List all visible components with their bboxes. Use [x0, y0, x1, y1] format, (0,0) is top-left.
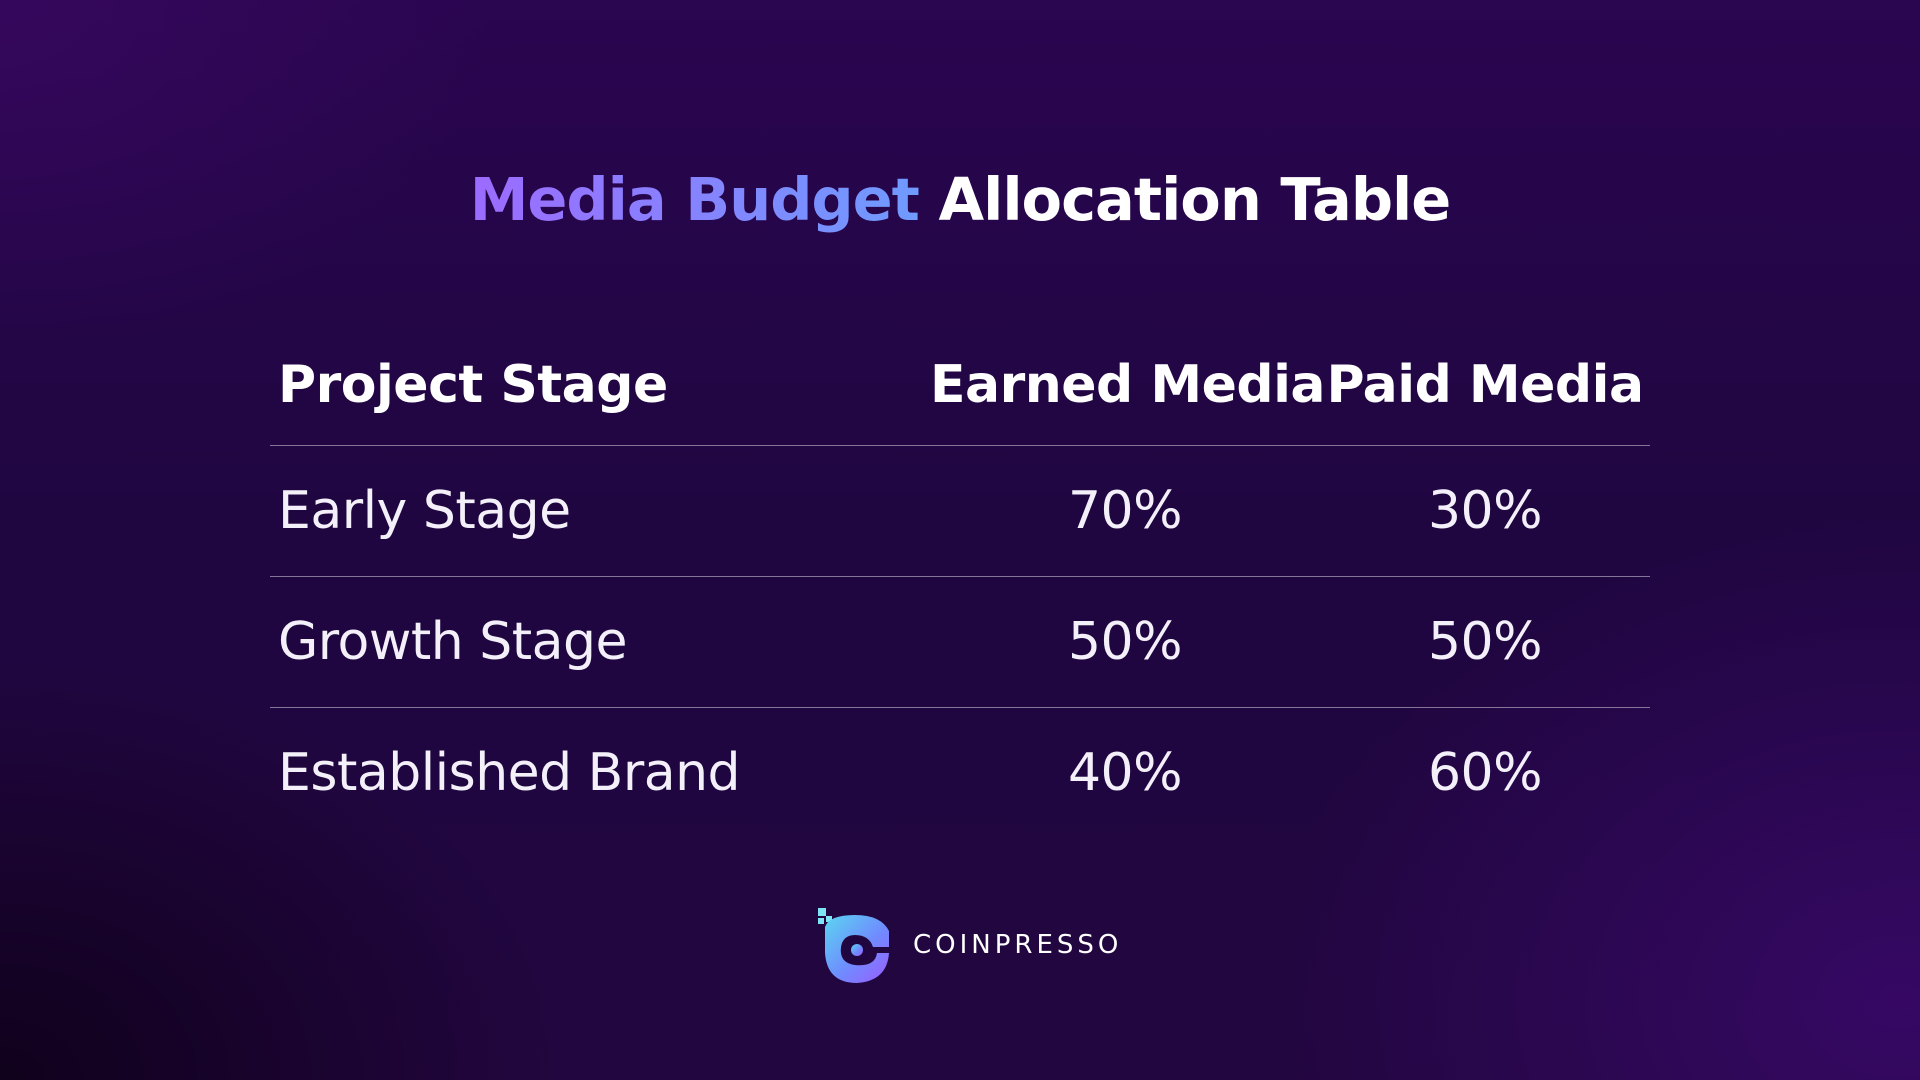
- stage-cell: Growth Stage: [278, 612, 628, 672]
- paid-media-cell: 30%: [1427, 481, 1543, 541]
- column-header-earned-media: Earned Media: [930, 355, 1326, 415]
- column-header-paid-media: Paid Media: [1326, 355, 1644, 415]
- paid-media-cell: 60%: [1427, 743, 1543, 803]
- title-accent: Media Budget: [469, 165, 920, 234]
- brand-name: COINPRESSO: [913, 930, 1123, 960]
- table-row: Early Stage 70% 30%: [270, 445, 1650, 576]
- table-row: Growth Stage 50% 50%: [270, 576, 1650, 707]
- column-header-project-stage: Project Stage: [278, 355, 668, 415]
- stage-cell: Early Stage: [278, 481, 571, 541]
- table-header-row: Project Stage Earned Media Paid Media: [270, 325, 1650, 445]
- title-rest: Allocation Table: [938, 165, 1451, 234]
- paid-media-cell: 50%: [1427, 612, 1543, 672]
- allocation-table: Project Stage Earned Media Paid Media Ea…: [270, 325, 1650, 838]
- page-title: Media Budget Allocation Table: [0, 160, 1920, 240]
- earned-media-cell: 50%: [1067, 612, 1183, 672]
- stage-cell: Established Brand: [278, 743, 741, 803]
- earned-media-cell: 70%: [1067, 481, 1183, 541]
- coinpresso-logo-icon: [818, 908, 889, 983]
- table-row: Established Brand 40% 60%: [270, 707, 1650, 838]
- earned-media-cell: 40%: [1067, 743, 1183, 803]
- brand-logo: COINPRESSO: [815, 905, 1122, 985]
